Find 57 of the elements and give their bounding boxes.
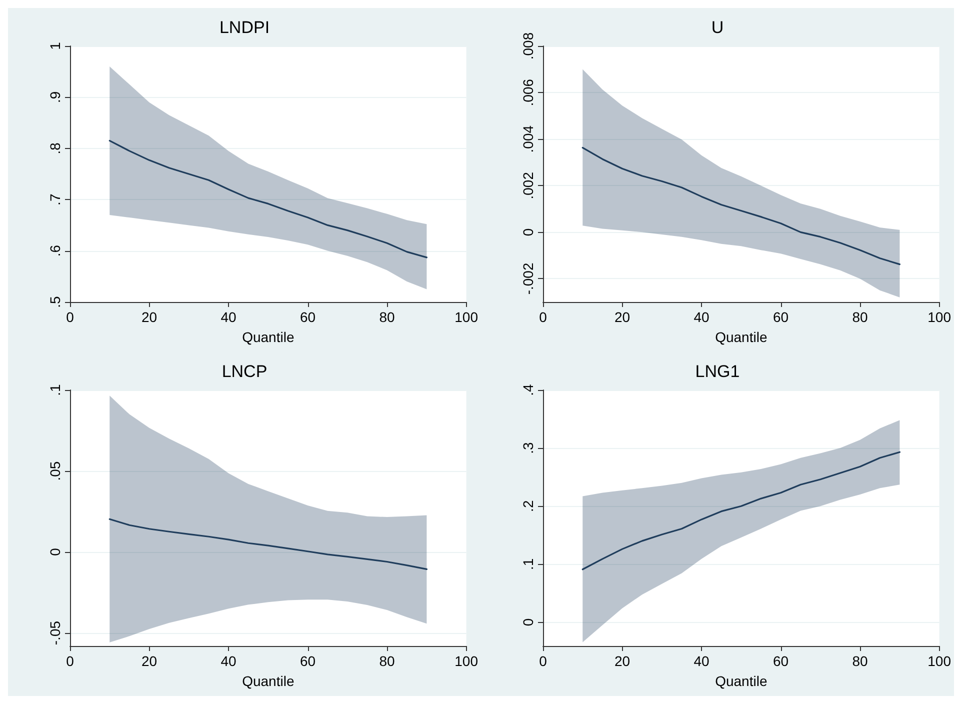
y-tick-label: -.002 — [520, 262, 536, 295]
x-tick-label: 60 — [300, 653, 316, 669]
y-tick-label: 0 — [520, 618, 536, 626]
x-axis-title: Quantile — [715, 329, 768, 345]
x-tick-label: 40 — [220, 653, 237, 669]
x-tick-label: 100 — [928, 309, 952, 325]
x-tick-label: 60 — [300, 309, 316, 325]
chart-title: LNDPI — [219, 18, 270, 37]
x-tick-label: 60 — [773, 653, 789, 669]
y-tick-label: 0 — [520, 228, 536, 236]
y-tick-label: 0 — [47, 548, 63, 556]
x-tick-label: 100 — [454, 653, 478, 669]
line-series — [108, 518, 428, 570]
x-tick-label: 40 — [694, 309, 710, 325]
x-axis-title: Quantile — [242, 673, 294, 689]
line-series — [582, 451, 900, 570]
x-tick-label: 80 — [379, 309, 396, 325]
y-tick-label: .006 — [520, 78, 536, 106]
y-tick-label: 1 — [47, 42, 63, 50]
y-tick-label: .2 — [520, 500, 536, 512]
y-tick-label: .1 — [520, 558, 536, 570]
y-tick-label: .008 — [520, 32, 536, 60]
x-tick-label: 40 — [220, 309, 237, 325]
x-tick-label: 0 — [539, 309, 548, 325]
y-tick-label: .002 — [520, 172, 536, 200]
x-tick-label: 20 — [141, 309, 158, 325]
y-tick-label: .1 — [47, 384, 63, 396]
x-tick-label: 40 — [694, 653, 710, 669]
x-tick-label: 100 — [454, 309, 478, 325]
x-tick-label: 0 — [539, 653, 548, 669]
chart-title: LNG1 — [695, 362, 740, 381]
x-tick-label: 0 — [66, 653, 74, 669]
x-tick-label: 20 — [614, 653, 630, 669]
chart-title: U — [711, 18, 724, 37]
line-series — [582, 146, 900, 266]
x-tick-label: 100 — [928, 653, 952, 669]
y-tick-label: .8 — [47, 142, 63, 154]
y-tick-label: .3 — [520, 442, 536, 454]
y-tick-label: .004 — [520, 125, 536, 153]
x-axis-title: Quantile — [242, 329, 294, 345]
y-tick-label: .6 — [47, 244, 63, 257]
x-tick-label: 80 — [852, 653, 868, 669]
x-tick-label: 20 — [141, 653, 158, 669]
x-tick-label: 0 — [66, 309, 74, 325]
y-tick-label: .9 — [47, 91, 63, 104]
chart-title: LNCP — [222, 362, 268, 381]
y-tick-label: .05 — [47, 461, 63, 481]
x-tick-label: 80 — [379, 653, 396, 669]
y-tick-label: .7 — [47, 194, 63, 206]
x-axis-title: Quantile — [715, 673, 768, 689]
line-series — [108, 140, 428, 258]
x-tick-label: 80 — [852, 309, 868, 325]
x-tick-label: 60 — [773, 309, 789, 325]
y-tick-label: .5 — [47, 296, 63, 308]
y-tick-label: .4 — [520, 384, 536, 396]
x-tick-label: 20 — [614, 309, 630, 325]
y-tick-label: -.05 — [47, 620, 63, 646]
